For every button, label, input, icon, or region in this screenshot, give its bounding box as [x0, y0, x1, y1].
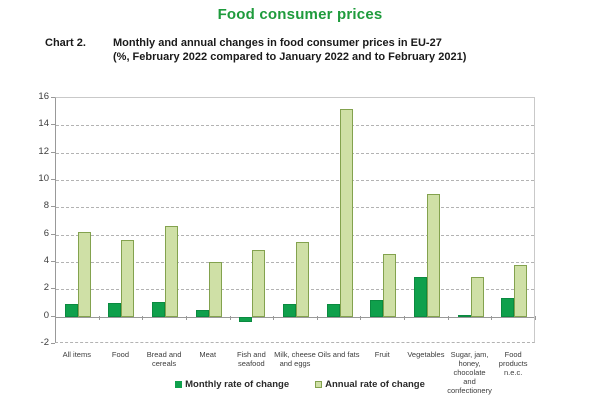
- gridline-10: [56, 180, 534, 181]
- gridline-14: [56, 125, 534, 127]
- legend-monthly-label: Monthly rate of change: [185, 379, 290, 390]
- y-tick-10: [51, 179, 55, 180]
- gridline-12: [56, 152, 534, 154]
- x-tick: [535, 315, 536, 320]
- x-tick: [55, 315, 56, 320]
- bar-monthly-fruit: [370, 300, 384, 317]
- y-axis-label: 2: [43, 282, 49, 294]
- y-axis-label: 4: [43, 255, 49, 266]
- bar-annual-meat: [208, 262, 222, 317]
- x-axis-label: Meat: [199, 350, 217, 359]
- y-axis-label: -2: [40, 337, 49, 348]
- y-tick-8: [51, 206, 55, 208]
- y-axis-label: 6: [43, 227, 49, 239]
- x-tick: [142, 315, 144, 320]
- y-tick-2: [51, 288, 55, 290]
- bar-monthly-all-items: [64, 304, 78, 317]
- chart-heading-text: Monthly and annual changes in food consu…: [113, 36, 573, 64]
- bar-annual-oils-and-fats: [339, 108, 353, 317]
- x-axis-label: Milk, cheese and eggs: [274, 350, 316, 368]
- y-tick-6: [51, 233, 55, 235]
- bar-annual-fish-and: [252, 249, 266, 317]
- bar-annual-bread-and: [165, 226, 179, 317]
- x-tick: [491, 315, 493, 320]
- bar-annual-food: [121, 240, 135, 317]
- x-tick: [360, 315, 362, 320]
- annual-series-swatch-icon: [315, 381, 323, 388]
- bar-annual-vegetables: [426, 193, 440, 317]
- y-axis-label: 8: [43, 200, 49, 212]
- plot-area: [55, 97, 535, 343]
- chart-number-label: Chart 2.: [45, 37, 86, 49]
- bar-monthly-meat: [195, 309, 209, 317]
- x-axis-label: Fruit: [374, 350, 390, 359]
- x-axis-label: Vegetables: [407, 350, 445, 359]
- bar-annual-fruit: [383, 253, 397, 317]
- y-axis-label: 16: [38, 91, 49, 102]
- x-tick: [404, 315, 406, 320]
- x-tick: [98, 315, 100, 320]
- zero-axis-line: [56, 316, 534, 318]
- y-tick-16: [51, 97, 55, 98]
- x-tick: [316, 315, 318, 320]
- bar-monthly-sugar-jam: [457, 315, 471, 318]
- chart-heading: Chart 2. Monthly and annual changes in f…: [45, 36, 573, 64]
- bar-monthly-vegetables: [413, 277, 427, 317]
- legend-item-annual: Annual rate of change: [315, 379, 425, 390]
- x-axis-label: Bread and cereals: [146, 350, 182, 368]
- chart-heading-line2: (%, February 2022 compared to January 20…: [113, 51, 467, 63]
- bar-monthly-food: [501, 297, 515, 317]
- bar-annual-sugar-jam: [470, 277, 484, 317]
- gridline-2: [56, 289, 534, 291]
- x-axis-label: Food products n.e.c.: [498, 350, 528, 377]
- bar-monthly-oils-and-fats: [326, 304, 340, 317]
- bar-annual-food: [514, 264, 528, 317]
- y-tick--2: [51, 343, 55, 344]
- y-axis-label: 10: [38, 173, 49, 184]
- y-axis-label: 0: [43, 309, 49, 321]
- bar-monthly-bread-and: [152, 301, 166, 317]
- bar-annual-all-items: [77, 231, 91, 317]
- gridline-8: [56, 207, 534, 209]
- legend-annual-label: Annual rate of change: [325, 379, 425, 390]
- gridline-4: [56, 262, 534, 263]
- y-axis-label: 12: [38, 145, 49, 157]
- y-tick-12: [51, 151, 55, 153]
- x-tick: [273, 315, 275, 320]
- x-axis-label: Fish and seafood: [236, 350, 266, 368]
- x-axis-label: All items: [62, 350, 91, 359]
- legend: Monthly rate of change Annual rate of ch…: [0, 379, 600, 390]
- legend-item-monthly: Monthly rate of change: [175, 379, 289, 390]
- y-tick-14: [51, 124, 55, 126]
- chart-heading-line1: Monthly and annual changes in food consu…: [113, 37, 442, 49]
- x-tick: [229, 315, 231, 320]
- bar-annual-milk-cheese: [296, 241, 309, 317]
- x-axis-label: Oils and fats: [317, 350, 360, 359]
- page-title: Food consumer prices: [217, 6, 383, 23]
- y-tick-4: [51, 261, 55, 262]
- x-tick: [185, 315, 187, 320]
- gridline-6: [56, 234, 534, 236]
- x-tick: [447, 315, 449, 320]
- y-axis-label: 14: [38, 118, 49, 130]
- bar-monthly-fish-and: [239, 316, 253, 323]
- x-axis-label: Food: [111, 350, 129, 359]
- monthly-series-swatch-icon: [175, 381, 183, 388]
- bar-monthly-food: [108, 303, 122, 317]
- y-tick-0: [51, 315, 55, 317]
- x-axis-label: Sugar, jam, honey, chocolate and confectione…: [447, 350, 492, 395]
- bar-monthly-milk-cheese: [283, 304, 296, 317]
